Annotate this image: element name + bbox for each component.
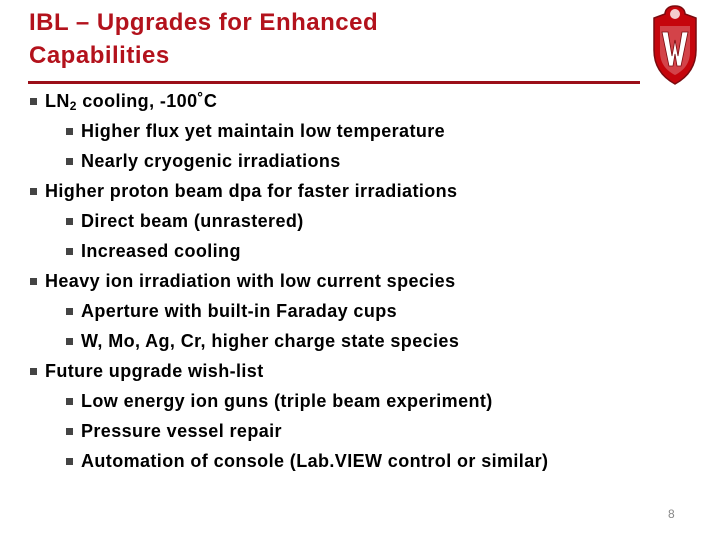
bullet-text: Heavy ion irradiation with low current s… [45, 271, 456, 291]
subscript: 2 [69, 99, 77, 113]
sub-bullet: W, Mo, Ag, Cr, higher charge state speci… [65, 331, 460, 351]
bullet: Heavy ion irradiation with low current s… [30, 270, 456, 292]
sub-bullet: Higher flux yet maintain low temperature [65, 121, 446, 141]
sub-bullet: Nearly cryogenic irradiations [66, 151, 341, 171]
bullet-text: Higher proton beam dpa for faster irradi… [45, 181, 458, 201]
page-number: 8 [668, 507, 675, 521]
sub-bullet: Aperture with built-in Faraday cups [65, 301, 398, 321]
bullet-text: Future upgrade wish-list [45, 361, 264, 381]
title-line: Capabilities [29, 42, 170, 69]
logo [653, 5, 697, 85]
bullet-text: LN [45, 91, 70, 111]
bullet-text: cooling, -100˚C [76, 91, 218, 111]
sub-bullet: Pressure vessel repair [66, 421, 282, 441]
sub-bullet: Low energy ion guns (triple beam experim… [66, 391, 493, 411]
bullet: Higher proton beam dpa for faster irradi… [29, 180, 458, 202]
sub-bullet: Automation of console (Lab.VIEW control … [65, 451, 549, 471]
sub-bullet: Increased cooling [66, 241, 241, 261]
bullet: LN2 cooling, -100˚C [29, 90, 218, 113]
sub-bullet: Direct beam (unrastered) [66, 211, 304, 231]
title-line: IBL – Upgrades for Enhanced [29, 9, 379, 36]
bullet: Future upgrade wish-list [30, 360, 264, 382]
title-rule [28, 81, 640, 84]
